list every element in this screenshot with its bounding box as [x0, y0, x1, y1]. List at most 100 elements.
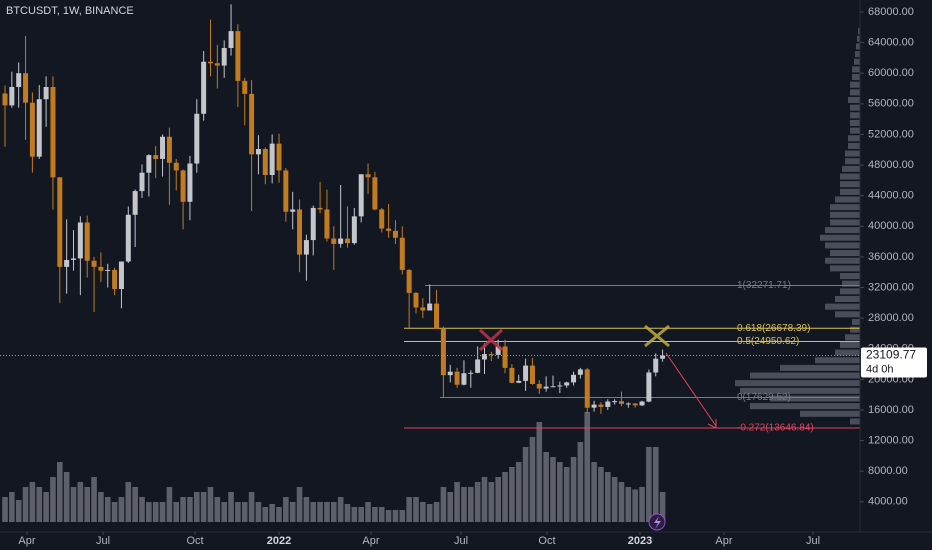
y-tick-label: 36000.00 — [868, 251, 914, 263]
volume-bar — [550, 457, 556, 522]
candle-body — [235, 31, 241, 81]
volume-bar — [77, 482, 84, 522]
profile-bar — [830, 250, 860, 257]
volume-bar — [481, 477, 488, 522]
volume-bar — [173, 502, 180, 522]
candle-body — [447, 371, 453, 376]
volume-bar — [399, 510, 406, 522]
candle-body — [434, 303, 440, 329]
volume-bar — [474, 482, 481, 522]
volume-bar — [659, 492, 666, 522]
candle-body — [201, 61, 207, 114]
candle-body — [468, 372, 474, 374]
volume-bar — [529, 437, 536, 522]
volume-bar — [9, 492, 15, 522]
volume-bar — [611, 477, 618, 522]
candle-body — [557, 385, 563, 387]
fib-label: 0(17629.52) — [737, 392, 791, 403]
profile-bar — [850, 89, 860, 96]
profile-bar — [852, 66, 860, 73]
x-tick-label: Jul — [96, 535, 110, 547]
volume-bar — [241, 502, 248, 522]
volume-bar — [166, 487, 173, 522]
volume-pane — [2, 412, 666, 522]
volume-bar — [392, 510, 399, 522]
candle-body — [187, 163, 193, 202]
candle-body — [70, 258, 76, 260]
profile-bar — [800, 410, 860, 417]
candle-body — [618, 401, 624, 404]
y-tick-label: 28000.00 — [868, 312, 914, 324]
candle-body — [338, 238, 344, 244]
candle-body — [29, 102, 35, 157]
candle-body — [331, 238, 337, 244]
volume-bar — [303, 497, 310, 522]
profile-bar — [815, 357, 860, 364]
candle-body — [160, 136, 166, 159]
candle-body — [228, 31, 234, 48]
event-icon-bolt — [654, 516, 661, 529]
candle-body — [516, 380, 522, 383]
volume-bar — [488, 482, 495, 522]
candle-body — [153, 155, 159, 159]
y-tick-label: 16000.00 — [868, 404, 914, 416]
volume-bar — [433, 502, 440, 522]
y-tick-label: 48000.00 — [868, 159, 914, 171]
volume-bar — [221, 502, 227, 522]
volume-bar — [618, 482, 625, 522]
y-tick-label: 44000.00 — [868, 190, 914, 202]
candle-body — [344, 238, 350, 244]
volume-bar — [646, 447, 652, 522]
candle-body — [612, 401, 618, 403]
candle-body — [43, 86, 49, 100]
x-tick-label: 2022 — [267, 535, 291, 547]
candle-body — [495, 346, 501, 355]
candle-body — [653, 358, 659, 373]
profile-bar — [857, 35, 860, 42]
candle-body — [591, 404, 597, 408]
candle-body — [550, 386, 556, 388]
y-tick-label: 52000.00 — [868, 128, 914, 140]
profile-bar — [848, 142, 860, 149]
volume-bar — [372, 507, 378, 522]
volume-bar — [29, 482, 36, 522]
candle-body — [166, 136, 172, 163]
profile-bar — [850, 104, 860, 111]
candle-body — [386, 228, 392, 231]
volume-bar — [63, 472, 70, 522]
profile-bar — [830, 204, 860, 211]
candle-body — [132, 191, 138, 215]
volume-bar — [276, 507, 282, 522]
volume-bar — [358, 507, 364, 522]
volume-bar — [91, 477, 97, 522]
fib-label: 1(32271.71) — [737, 280, 791, 291]
volume-bar — [2, 497, 8, 522]
volume-bar — [22, 487, 29, 522]
candle-body — [214, 63, 220, 66]
volume-bar — [159, 502, 166, 522]
volume-bar — [98, 492, 104, 522]
profile-bar — [855, 51, 860, 58]
volume-bar — [461, 487, 467, 522]
volume-bar — [406, 497, 412, 522]
profile-bar — [845, 334, 860, 341]
volume-bar — [111, 502, 118, 522]
volume-bar — [139, 497, 145, 522]
candle-body — [276, 143, 282, 171]
volume-bar — [104, 497, 111, 522]
candle-body — [413, 292, 419, 308]
volume-bar — [378, 507, 385, 522]
x-tick-label: Oct — [186, 535, 203, 547]
y-tick-label: 4000.00 — [868, 496, 908, 508]
y-tick-label: 56000.00 — [868, 98, 914, 110]
profile-bar — [850, 418, 860, 425]
profile-bar — [750, 403, 860, 410]
volume-bar — [344, 504, 351, 522]
candle-body — [77, 222, 83, 259]
volume-bar — [317, 502, 323, 522]
volume-bar — [522, 447, 529, 522]
fib-retracement — [404, 284, 860, 429]
x-tick-label: Apr — [362, 535, 379, 547]
